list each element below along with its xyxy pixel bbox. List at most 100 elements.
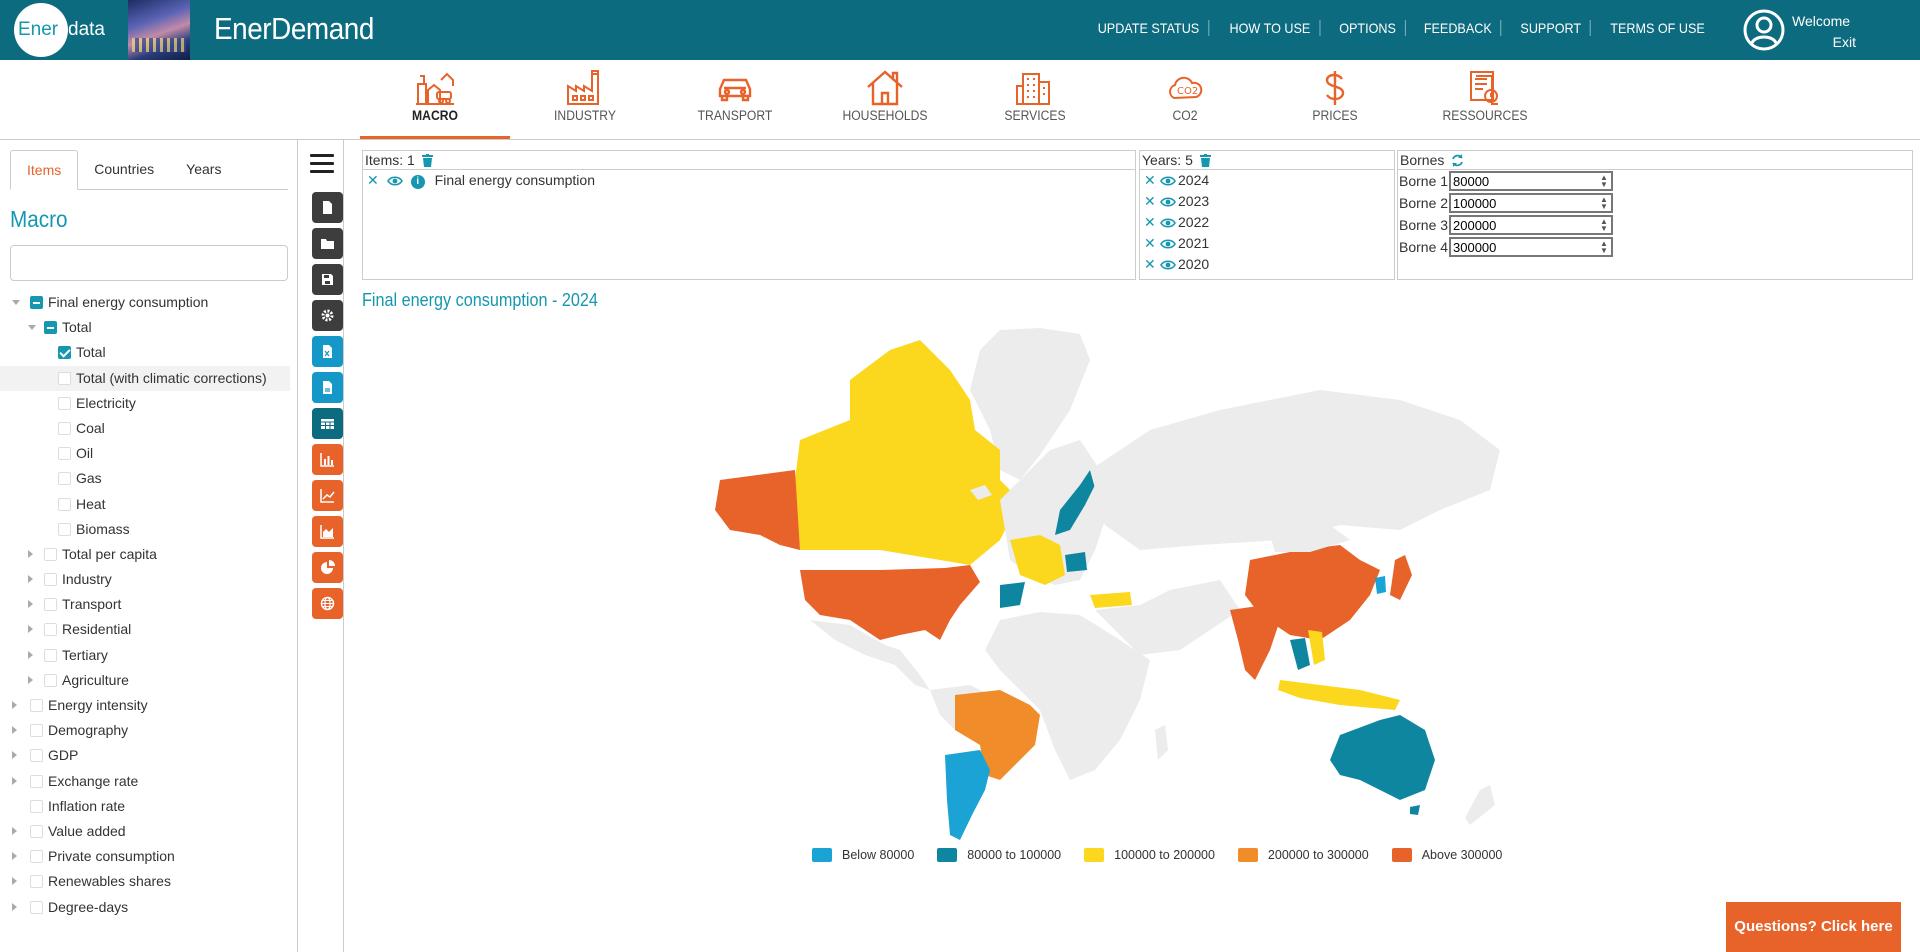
tree-checkbox[interactable] (58, 346, 71, 360)
tree-checkbox[interactable] (44, 598, 57, 612)
refresh-icon[interactable] (1451, 154, 1464, 167)
tab-industry[interactable]: INDUSTRY (510, 60, 660, 140)
remove-icon[interactable]: ✕ (1144, 256, 1156, 272)
map-canada[interactable] (795, 340, 1020, 565)
tab-households[interactable]: HOUSEHOLDS (810, 60, 960, 140)
expand-arrow-icon[interactable] (12, 877, 17, 886)
tree-checkbox[interactable] (30, 724, 43, 738)
tree-checkbox[interactable] (44, 321, 57, 335)
map-africa[interactable] (985, 612, 1150, 780)
map-view-button[interactable] (312, 588, 343, 619)
nav-support[interactable]: SUPPORT (1511, 20, 1591, 36)
settings-button[interactable] (312, 300, 343, 331)
tree-checkbox[interactable] (58, 497, 71, 511)
area-chart-button[interactable] (312, 516, 343, 547)
expand-arrow-icon[interactable] (12, 826, 17, 835)
eye-icon[interactable] (1158, 175, 1178, 187)
tree-checkbox[interactable] (44, 673, 57, 687)
map-turkey[interactable] (1090, 592, 1132, 608)
map-spain[interactable] (1000, 582, 1025, 608)
spinner-arrows-icon[interactable]: ▲ ▼ (1600, 173, 1608, 189)
map-iceland[interactable] (970, 485, 992, 500)
expand-arrow-icon[interactable] (28, 600, 33, 609)
tree-checkbox[interactable] (58, 421, 71, 435)
tree-item[interactable]: Total (0, 340, 290, 365)
map-madagascar[interactable] (1155, 725, 1168, 760)
map-korea[interactable] (1375, 576, 1386, 594)
map-middle-east[interactable] (1095, 580, 1240, 655)
expand-arrow-icon[interactable] (12, 852, 17, 861)
remove-icon[interactable]: ✕ (1144, 235, 1156, 251)
tab-co2[interactable]: CO2 CO2 (1110, 60, 1260, 140)
nav-update-status[interactable]: UPDATE STATUS (1088, 20, 1209, 36)
tree-checkbox[interactable] (58, 522, 71, 536)
eye-icon[interactable] (1158, 217, 1178, 229)
expand-arrow-icon[interactable] (12, 776, 17, 785)
legend-item[interactable]: Below 80000 (812, 848, 914, 862)
legend-item[interactable]: 100000 to 200000 (1084, 848, 1215, 862)
tree-item[interactable]: Total (0, 315, 290, 340)
eye-icon[interactable] (1158, 238, 1178, 250)
tree-item[interactable]: Private consumption (0, 844, 290, 869)
legend-item[interactable]: 80000 to 100000 (937, 848, 1061, 862)
export-excel-button[interactable] (312, 336, 343, 367)
borne-input[interactable] (1449, 193, 1613, 213)
tree-item[interactable]: Agriculture (0, 668, 290, 693)
map-australia[interactable] (1330, 715, 1435, 800)
user-avatar-icon[interactable] (1742, 8, 1786, 52)
nav-feedback[interactable]: FEEDBACK (1415, 20, 1502, 36)
remove-icon[interactable]: ✕ (1144, 193, 1156, 209)
export-pdf-button[interactable] (312, 372, 343, 403)
tree-item[interactable]: Industry (0, 567, 290, 592)
trash-icon[interactable] (1199, 154, 1211, 167)
tree-checkbox[interactable] (30, 824, 43, 838)
tree-checkbox[interactable] (44, 648, 57, 662)
nav-terms-of-use[interactable]: TERMS OF USE (1610, 20, 1705, 36)
expand-arrow-icon[interactable] (28, 675, 33, 684)
map-greenland[interactable] (970, 328, 1090, 480)
new-document-button[interactable] (312, 192, 343, 223)
remove-icon[interactable]: ✕ (367, 172, 379, 188)
bar-chart-button[interactable] (312, 444, 343, 475)
tree-item[interactable]: Transport (0, 592, 290, 617)
remove-icon[interactable]: ✕ (1144, 214, 1156, 230)
info-icon[interactable]: i (410, 175, 425, 189)
nav-options[interactable]: OPTIONS (1330, 20, 1406, 36)
tree-checkbox[interactable] (30, 296, 43, 309)
map-western-europe[interactable] (1010, 535, 1065, 585)
tree-checkbox[interactable] (30, 850, 43, 864)
spinner-arrows-icon[interactable]: ▲ ▼ (1600, 217, 1608, 233)
spinner-arrows-icon[interactable]: ▲ ▼ (1600, 195, 1608, 211)
map-mexico[interactable] (810, 620, 930, 690)
map-tasmania[interactable] (1410, 805, 1420, 815)
expand-arrow-icon[interactable] (12, 751, 17, 760)
pie-chart-button[interactable] (312, 552, 343, 583)
map-india[interactable] (1230, 605, 1280, 680)
tree-checkbox[interactable] (30, 900, 43, 914)
borne-input[interactable] (1449, 171, 1613, 191)
tree-item[interactable]: Demography (0, 718, 290, 743)
tree-item[interactable]: Exchange rate (0, 769, 290, 794)
tree-item[interactable]: Value added (0, 819, 290, 844)
tree-item[interactable]: Tertiary (0, 643, 290, 668)
tab-years[interactable]: Years (186, 161, 222, 177)
map-thailand[interactable] (1290, 638, 1310, 670)
tree-checkbox[interactable] (44, 623, 57, 637)
tree-checkbox[interactable] (44, 547, 57, 561)
tree-item[interactable]: Total (with climatic corrections) (0, 365, 290, 391)
map-vietnam[interactable] (1308, 630, 1325, 665)
map-indonesia[interactable] (1278, 680, 1400, 710)
tree-item[interactable]: GDP (0, 743, 290, 768)
tree-item[interactable]: Biomass (0, 517, 290, 542)
expand-arrow-icon[interactable] (28, 549, 33, 558)
tree-checkbox[interactable] (58, 472, 71, 486)
tab-ressources[interactable]: RESSOURCES (1410, 60, 1560, 140)
tab-prices[interactable]: PRICES (1260, 60, 1410, 140)
questions-help-button[interactable]: Questions? Click here (1726, 902, 1901, 952)
eye-icon[interactable] (1158, 259, 1178, 271)
tree-item[interactable]: Total per capita (0, 542, 290, 567)
map-new-zealand[interactable] (1465, 785, 1495, 825)
remove-icon[interactable]: ✕ (1144, 172, 1156, 188)
tree-checkbox[interactable] (58, 447, 71, 461)
save-button[interactable] (312, 264, 343, 295)
